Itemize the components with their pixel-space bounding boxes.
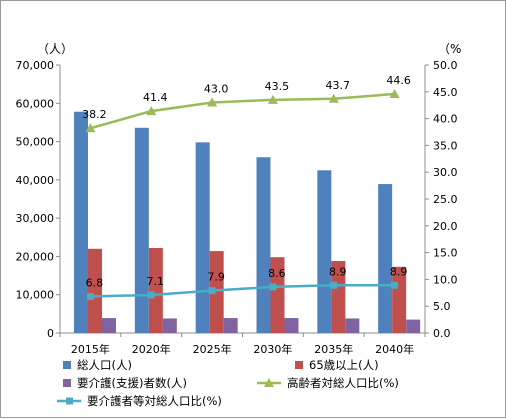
- data-label: 8.9: [329, 265, 347, 278]
- legend-label: 高齢者対総人口比(%): [287, 376, 399, 390]
- legend-marker-square: [66, 397, 73, 405]
- line-point-square: [330, 281, 338, 289]
- line-point-square: [86, 293, 94, 301]
- x-tick-label: 2040年: [375, 342, 414, 356]
- legend-swatch: [63, 361, 71, 369]
- bar-3: [223, 318, 238, 333]
- data-label: 7.1: [147, 275, 165, 288]
- legend-label: 要介護者等対総人口比(%): [87, 394, 222, 408]
- line-point-triangle: [85, 123, 96, 133]
- bar-1: [317, 170, 332, 333]
- data-label: 43.5: [265, 80, 290, 93]
- right-tick-label: 20.0: [433, 220, 458, 233]
- right-tick-label: 10.0: [433, 273, 458, 286]
- data-label: 6.8: [86, 277, 104, 290]
- data-label: 41.4: [143, 91, 168, 104]
- line-point-square: [208, 287, 216, 295]
- right-tick-label: 35.0: [433, 139, 458, 152]
- right-tick-label: 40.0: [433, 113, 458, 126]
- left-tick-label: 0: [47, 327, 54, 340]
- left-tick-label: 70,000: [16, 59, 55, 72]
- legend-swatch: [63, 379, 71, 387]
- line-point-triangle: [146, 106, 157, 116]
- right-tick-label: 0.0: [433, 327, 451, 340]
- data-label: 43.0: [204, 83, 229, 96]
- x-tick-label: 2015年: [71, 342, 110, 356]
- bar-1: [378, 184, 393, 333]
- line-point-triangle: [389, 88, 400, 98]
- data-label: 38.2: [82, 108, 107, 121]
- line-point-square: [147, 291, 155, 299]
- right-tick-label: 25.0: [433, 193, 458, 206]
- bar-3: [345, 318, 360, 333]
- right-tick-label: 50.0: [433, 59, 458, 72]
- data-label: 43.7: [326, 79, 351, 92]
- left-axis-unit: （人）: [37, 42, 73, 56]
- bar-1: [256, 157, 271, 333]
- data-label: 7.9: [207, 271, 225, 284]
- line-point-triangle: [267, 94, 278, 104]
- right-axis-unit: （%: [438, 42, 461, 56]
- bar-1: [134, 127, 149, 333]
- left-tick-label: 60,000: [16, 97, 55, 110]
- line-2: [90, 284, 395, 298]
- bar-2: [88, 248, 102, 333]
- x-tick-label: 2030年: [253, 342, 292, 356]
- bar-2: [148, 248, 163, 333]
- bar-3: [162, 318, 177, 333]
- bar-2: [331, 261, 346, 333]
- legend-label: 要介護(支援)者数(人): [77, 376, 187, 390]
- left-tick-label: 30,000: [16, 212, 55, 225]
- legend-marker-triangle: [264, 378, 274, 387]
- left-tick-label: 20,000: [16, 250, 55, 263]
- data-label: 8.9: [390, 265, 408, 278]
- data-label: 44.6: [386, 74, 411, 87]
- data-label: 8.6: [268, 267, 286, 280]
- left-tick-label: 40,000: [16, 174, 55, 187]
- x-tick-label: 2035年: [314, 342, 353, 356]
- legend-swatch: [295, 361, 303, 369]
- right-tick-label: 45.0: [433, 86, 458, 99]
- line-point-triangle: [328, 93, 339, 103]
- x-tick-label: 2025年: [193, 342, 232, 356]
- bar-3: [102, 318, 116, 333]
- line-point-triangle: [207, 97, 218, 107]
- left-tick-label: 50,000: [16, 136, 55, 149]
- line-point-square: [391, 281, 399, 289]
- bar-1: [195, 142, 210, 333]
- line-point-square: [269, 283, 277, 291]
- line-1: [90, 92, 395, 130]
- right-tick-label: 15.0: [433, 247, 458, 260]
- left-tick-label: 10,000: [16, 289, 55, 302]
- right-tick-label: 5.0: [433, 300, 451, 313]
- bar-3: [406, 319, 421, 333]
- legend-label: 65歳以上(人): [309, 358, 379, 372]
- bar-3: [284, 318, 299, 333]
- bar-1: [74, 111, 88, 333]
- right-tick-label: 30.0: [433, 166, 458, 179]
- bar-2: [209, 251, 224, 333]
- bar-2: [270, 257, 285, 333]
- legend-label: 総人口(人): [77, 358, 132, 372]
- x-tick-label: 2020年: [132, 342, 171, 356]
